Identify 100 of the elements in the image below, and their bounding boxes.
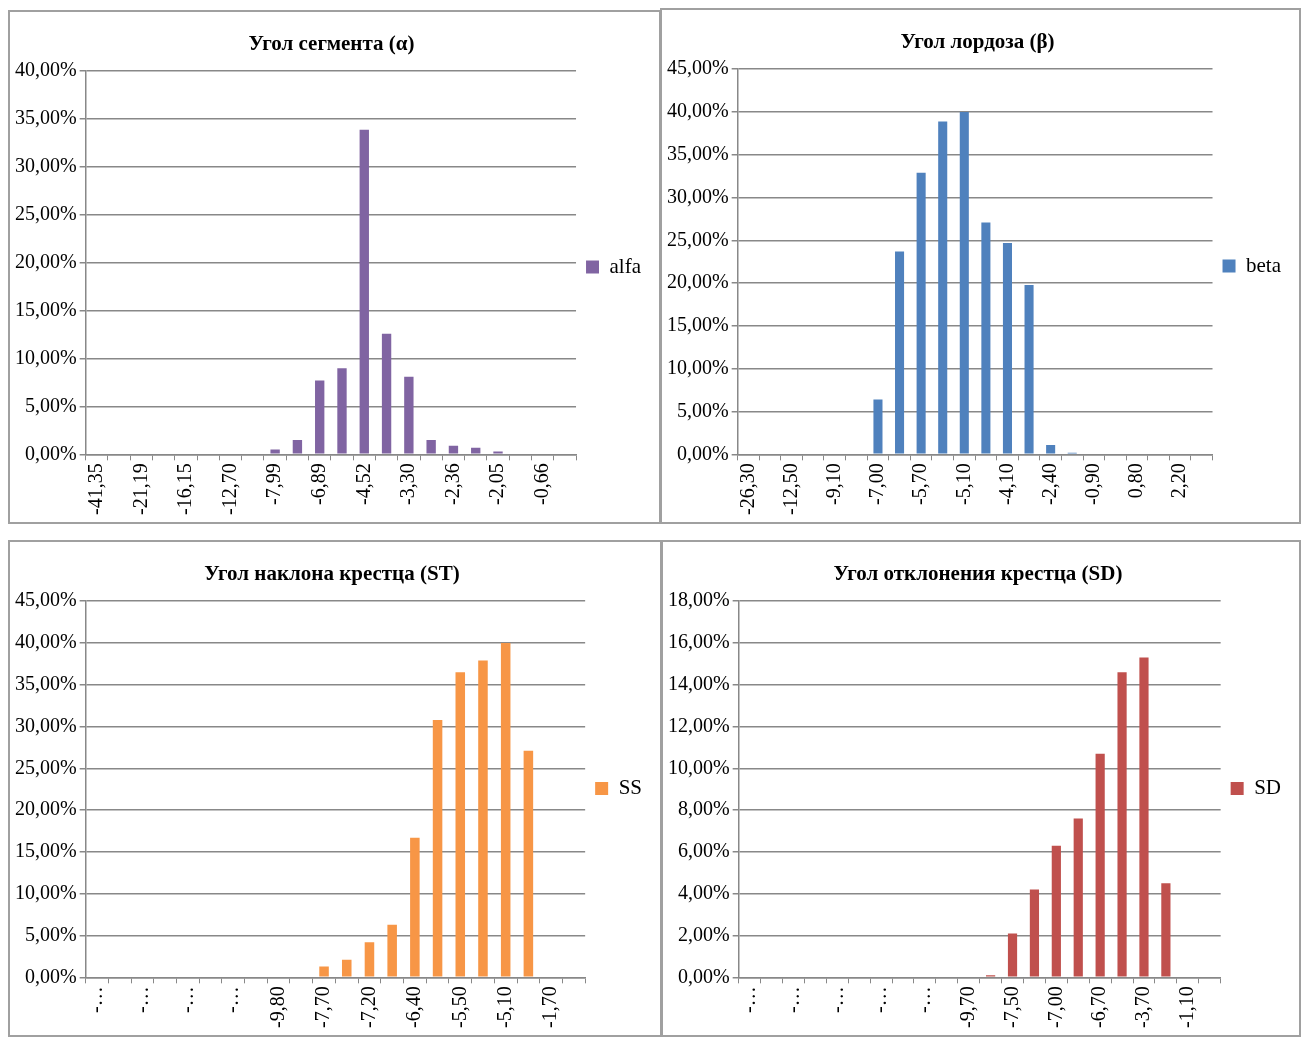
bar <box>1161 883 1171 977</box>
x-tick-label: -… <box>84 986 107 1014</box>
y-tick-label: 0,00% <box>676 441 729 464</box>
bar <box>895 251 905 454</box>
x-tick-label: -41,35 <box>84 463 107 516</box>
bar <box>959 111 969 454</box>
x-tick-label: -2,40 <box>1037 463 1060 506</box>
x-tick-label: -7,99 <box>262 463 285 506</box>
x-tick-label: -9,10 <box>822 463 845 506</box>
x-tick-label: -… <box>912 986 935 1014</box>
legend-label: beta <box>1246 252 1282 277</box>
y-tick-label: 0,00% <box>677 964 730 987</box>
x-tick-label: -… <box>220 986 243 1014</box>
bar <box>1139 657 1149 977</box>
bar <box>1051 845 1061 977</box>
x-tick-label: -4,52 <box>351 463 374 506</box>
chart-title: Угол лордоза (β) <box>900 29 1055 54</box>
y-tick-label: 0,00% <box>24 964 77 987</box>
x-tick-label: -7,70 <box>311 986 334 1029</box>
y-tick-label: 45,00% <box>14 588 77 611</box>
x-tick-label: -2,36 <box>440 463 463 506</box>
bar <box>1024 284 1034 454</box>
bar <box>292 439 303 454</box>
x-tick-label: -… <box>824 986 847 1014</box>
y-tick-label: 40,00% <box>14 58 77 81</box>
y-tick-label: 30,00% <box>14 154 77 177</box>
x-tick-label: -0,90 <box>1081 463 1104 506</box>
bar <box>478 660 488 977</box>
x-tick-label: -6,70 <box>1087 986 1110 1029</box>
bar <box>315 380 325 454</box>
bar <box>337 368 347 454</box>
y-tick-label: 35,00% <box>14 106 77 129</box>
legend-label: SS <box>618 775 642 800</box>
x-tick-label: -21,19 <box>128 463 151 516</box>
x-tick-label: -… <box>175 986 198 1014</box>
bar <box>270 449 280 454</box>
y-tick-label: 40,00% <box>14 630 77 653</box>
legend-label: alfa <box>609 253 642 278</box>
y-tick-label: 14,00% <box>667 672 730 695</box>
x-tick-label: -5,10 <box>951 463 974 506</box>
y-tick-label: 15,00% <box>14 297 77 320</box>
x-tick-label: -1,10 <box>1175 986 1198 1029</box>
y-tick-label: 6,00% <box>677 839 730 862</box>
x-tick-label: -26,30 <box>735 463 758 516</box>
x-tick-label: -2,05 <box>485 463 508 506</box>
bar <box>341 959 352 977</box>
bar <box>1073 818 1083 977</box>
bar <box>493 451 503 454</box>
x-tick-label: -5,50 <box>447 986 470 1029</box>
chart-title: Угол сегмента (α) <box>248 31 415 56</box>
y-tick-label: 30,00% <box>666 184 729 207</box>
x-tick-label: -7,20 <box>356 986 379 1029</box>
x-tick-label: -6,89 <box>306 463 329 506</box>
y-tick-label: 12,00% <box>667 713 730 736</box>
x-tick-label: -12,70 <box>217 463 240 516</box>
legend-label: SD <box>1254 775 1282 800</box>
y-tick-label: 18,00% <box>667 588 730 611</box>
y-tick-label: 5,00% <box>24 393 77 416</box>
y-tick-label: 15,00% <box>666 313 729 336</box>
bar <box>500 642 511 977</box>
bar <box>1095 753 1105 977</box>
y-tick-label: 20,00% <box>14 797 77 820</box>
bar <box>523 750 534 977</box>
bar <box>426 439 436 454</box>
bar <box>1046 444 1056 454</box>
y-tick-label: 35,00% <box>14 672 77 695</box>
y-tick-label: 10,00% <box>14 881 77 903</box>
bar <box>1117 672 1127 977</box>
chart-title: Угол наклона крестца (ST) <box>204 561 460 586</box>
y-tick-label: 16,00% <box>667 630 730 653</box>
chart-title: Угол отклонения крестца (SD) <box>833 561 1123 586</box>
bar <box>471 447 481 454</box>
x-tick-label: -… <box>868 986 891 1014</box>
x-tick-label: -6,40 <box>402 986 425 1029</box>
bar <box>381 333 392 454</box>
x-tick-label: -7,50 <box>999 986 1022 1029</box>
x-tick-label: -… <box>129 986 152 1014</box>
bar <box>319 966 329 977</box>
x-tick-label: -16,15 <box>173 463 196 516</box>
x-tick-label: -3,30 <box>396 463 419 506</box>
y-tick-label: 0,00% <box>24 441 77 464</box>
bar <box>432 719 443 977</box>
x-tick-label: 2,20 <box>1167 463 1190 499</box>
y-tick-label: 25,00% <box>14 755 77 778</box>
x-tick-label: -7,00 <box>865 463 888 506</box>
bar <box>1007 933 1018 977</box>
bar <box>448 445 459 454</box>
y-tick-label: 15,00% <box>14 839 77 862</box>
x-tick-label: -3,70 <box>1131 986 1154 1029</box>
bar <box>1002 242 1012 454</box>
bar <box>873 399 883 454</box>
y-tick-label: 10,00% <box>14 345 77 368</box>
bar <box>938 121 948 454</box>
x-tick-label: -9,70 <box>955 986 978 1029</box>
x-tick-label: 0,80 <box>1124 463 1147 499</box>
y-tick-label: 30,00% <box>14 713 77 736</box>
y-tick-label: 25,00% <box>666 227 729 250</box>
y-tick-label: 5,00% <box>24 922 77 945</box>
bar <box>359 129 369 454</box>
bar <box>1029 889 1040 977</box>
